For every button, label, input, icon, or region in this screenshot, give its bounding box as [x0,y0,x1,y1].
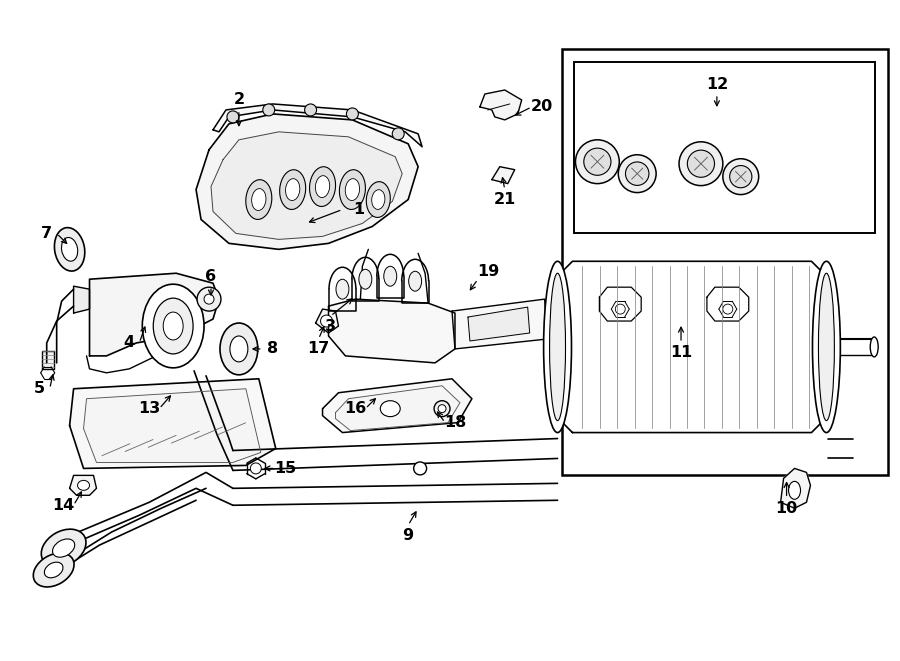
Text: 3: 3 [325,319,336,334]
Polygon shape [599,287,641,321]
Ellipse shape [280,170,306,210]
Polygon shape [336,386,460,430]
Ellipse shape [616,304,625,314]
Text: 16: 16 [345,401,366,416]
Ellipse shape [366,182,391,217]
Text: 19: 19 [477,264,499,279]
Text: 17: 17 [308,342,329,356]
Polygon shape [74,286,89,313]
Polygon shape [322,379,472,432]
Ellipse shape [359,269,372,289]
Ellipse shape [41,529,86,567]
Polygon shape [452,299,547,349]
Text: 7: 7 [41,226,52,241]
Ellipse shape [730,165,752,188]
Polygon shape [557,261,826,432]
Polygon shape [480,90,522,120]
Polygon shape [69,379,275,469]
Text: 15: 15 [274,461,297,476]
Text: 4: 4 [124,335,135,350]
Text: 8: 8 [267,342,278,356]
Ellipse shape [550,273,565,420]
Ellipse shape [339,170,365,210]
Ellipse shape [626,162,649,185]
Ellipse shape [163,312,183,340]
Ellipse shape [679,142,723,186]
Ellipse shape [44,562,63,578]
Ellipse shape [584,148,611,175]
Ellipse shape [142,284,204,368]
Ellipse shape [870,337,878,357]
Polygon shape [196,114,418,249]
Polygon shape [84,389,261,463]
Ellipse shape [153,298,194,354]
Ellipse shape [372,190,385,210]
Text: 5: 5 [34,381,45,396]
Text: 6: 6 [205,269,217,284]
Ellipse shape [33,553,74,587]
Ellipse shape [346,178,360,200]
Text: 18: 18 [444,415,466,430]
Ellipse shape [618,155,656,192]
Polygon shape [89,273,219,356]
Ellipse shape [61,237,77,261]
Ellipse shape [263,104,274,116]
Ellipse shape [383,266,397,286]
Polygon shape [328,299,455,363]
Polygon shape [780,469,811,508]
Polygon shape [213,104,422,147]
Ellipse shape [204,294,214,304]
Ellipse shape [575,140,619,184]
Ellipse shape [54,227,85,271]
Polygon shape [69,475,96,495]
Ellipse shape [227,111,239,123]
Polygon shape [41,351,54,369]
Text: 11: 11 [670,346,692,360]
Ellipse shape [77,481,89,490]
Text: 14: 14 [52,498,75,513]
Polygon shape [316,309,338,333]
Ellipse shape [818,273,834,420]
Polygon shape [491,167,515,184]
Ellipse shape [788,481,800,499]
Ellipse shape [381,401,400,416]
Bar [562,49,888,475]
Ellipse shape [813,261,841,432]
Ellipse shape [285,178,300,200]
Ellipse shape [688,150,715,177]
Text: 13: 13 [138,401,160,416]
Ellipse shape [414,462,427,475]
Text: 10: 10 [776,501,797,516]
Polygon shape [468,307,530,341]
Text: 12: 12 [706,77,728,91]
Ellipse shape [52,539,75,557]
Bar [574,62,875,233]
Ellipse shape [723,159,759,194]
Polygon shape [706,287,749,321]
Text: 20: 20 [530,99,553,114]
Ellipse shape [220,323,257,375]
Ellipse shape [310,167,336,206]
Ellipse shape [315,176,329,198]
Ellipse shape [392,128,404,140]
Ellipse shape [320,315,332,327]
Text: 2: 2 [233,93,245,108]
Ellipse shape [346,108,358,120]
Ellipse shape [304,104,317,116]
Ellipse shape [230,336,248,362]
Text: 9: 9 [402,527,414,543]
Text: 21: 21 [493,192,516,207]
Ellipse shape [246,180,272,219]
Ellipse shape [438,405,446,412]
Polygon shape [211,132,402,239]
Ellipse shape [252,188,266,210]
Ellipse shape [197,287,221,311]
Text: 1: 1 [353,202,364,217]
Ellipse shape [434,401,450,416]
Ellipse shape [723,304,733,314]
Ellipse shape [409,271,421,291]
Ellipse shape [250,463,261,474]
Ellipse shape [336,279,349,299]
Ellipse shape [544,261,572,432]
